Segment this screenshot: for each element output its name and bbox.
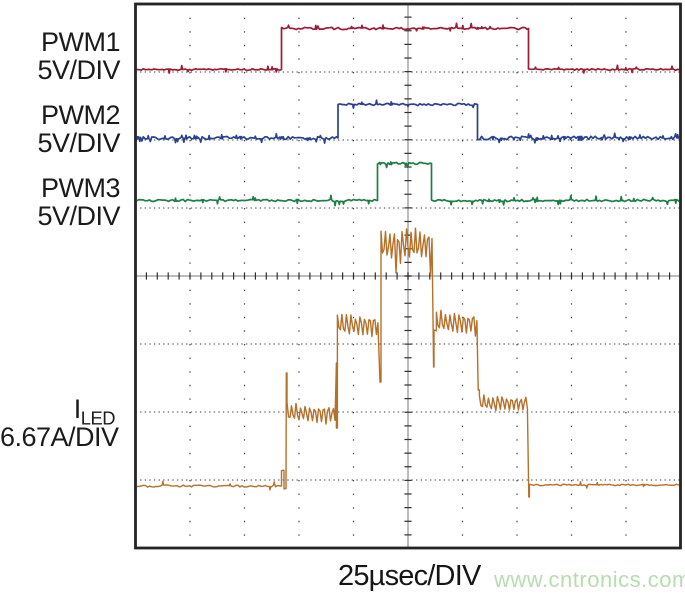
iled-name: ILED (0, 394, 116, 427)
pwm2-trace (136, 99, 680, 144)
pwm3-scale: 5V/DIV (37, 201, 120, 231)
iled-subscript: LED (80, 407, 116, 429)
pwm3-label: PWM3 5V/DIV (0, 174, 120, 230)
watermark-text: www.cntronics.com (494, 567, 685, 592)
pwm2-name: PWM2 (41, 100, 121, 130)
pwm2-label: PWM2 5V/DIV (0, 101, 120, 157)
pwm1-label: PWM1 5V/DIV (0, 28, 120, 84)
pwm3-name: PWM3 (41, 173, 121, 203)
pwm1-trace (136, 22, 680, 74)
pwm3-trace (136, 161, 680, 207)
pwm1-scale: 5V/DIV (37, 55, 120, 85)
iled-trace (136, 227, 680, 498)
iled-symbol: I (73, 394, 82, 424)
iled-scale: 6.67A/DIV (0, 422, 119, 452)
pwm1-name: PWM1 (41, 27, 121, 57)
timebase-label: 25µsec/DIV (338, 560, 481, 592)
iled-label: ILED 6.67A/DIV (0, 394, 119, 452)
pwm2-scale: 5V/DIV (37, 128, 120, 158)
